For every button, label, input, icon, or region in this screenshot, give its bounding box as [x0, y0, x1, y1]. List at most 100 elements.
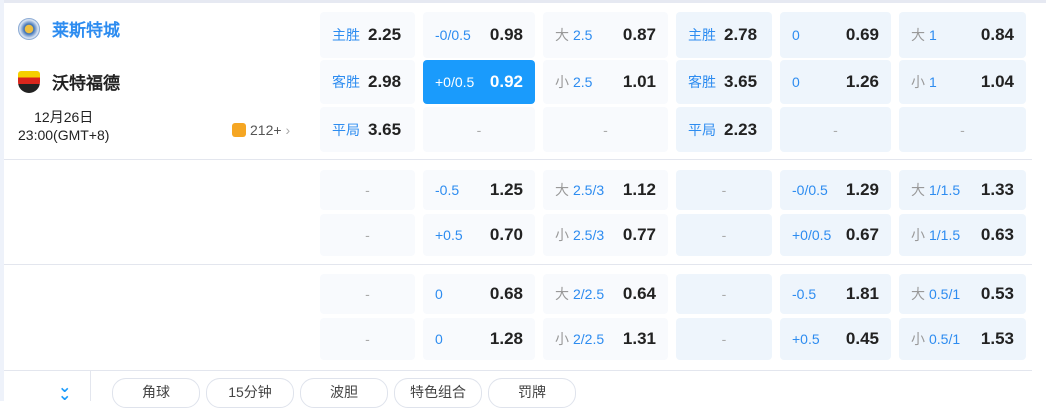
odds-cell-empty: -: [423, 107, 535, 152]
odds-cell[interactable]: +0/0.5 0.67: [780, 214, 891, 256]
odds-value: 1.29: [845, 180, 879, 199]
odds-cell[interactable]: 平局 2.23: [676, 107, 772, 152]
odds-line: 0: [435, 286, 443, 302]
ou-prefix: 小: [911, 227, 925, 243]
empty-dash: -: [960, 121, 965, 138]
odds-cell[interactable]: 小 0.5/1 1.53: [899, 318, 1026, 360]
odds-line: 2.5: [573, 74, 593, 90]
odds-line: -0/0.5: [792, 182, 828, 198]
match-time: 23:00(GMT+8): [18, 127, 110, 143]
ou-prefix: 小: [555, 74, 569, 90]
empty-dash: -: [721, 331, 727, 347]
odds-cell[interactable]: -0/0.5 1.29: [780, 170, 891, 210]
odds-line: 1/1.5: [929, 182, 961, 198]
odds-cell[interactable]: 小 2.5 1.01: [543, 60, 668, 104]
odds-line: 0.5/1: [929, 331, 961, 347]
odds-cell[interactable]: 小 2.5/3 0.77: [543, 214, 668, 256]
odds-value: 0.63: [980, 225, 1014, 244]
more-markets-link[interactable]: 212+ ›: [232, 122, 290, 138]
odds-cell[interactable]: 大 2.5 0.87: [543, 12, 668, 58]
odds-line: 1: [929, 74, 937, 90]
odds-value: 2.23: [724, 119, 758, 139]
odds-value: 0.77: [622, 225, 656, 244]
empty-dash: -: [721, 286, 727, 302]
ou-prefix: 小: [911, 331, 925, 347]
empty-dash: -: [365, 182, 370, 198]
odds-value: 0.69: [845, 25, 879, 44]
odds-cell[interactable]: -0.5 1.25: [423, 170, 535, 210]
odds-cell-empty: -: [320, 274, 415, 314]
expand-chevron-icon[interactable]: ⌄ ⌄: [58, 379, 72, 404]
odds-line: 0: [792, 74, 800, 90]
odds-cell[interactable]: 大 0.5/1 0.53: [899, 274, 1026, 314]
divider: [90, 371, 91, 401]
tab-market[interactable]: 15分钟: [206, 378, 294, 408]
match-date: 12月26日: [34, 109, 94, 125]
odds-cell[interactable]: 大 1 0.84: [899, 12, 1026, 58]
odds-cell-empty: -: [899, 107, 1026, 152]
odds-value: 0.45: [845, 329, 879, 348]
empty-dash: -: [603, 121, 608, 138]
odds-line: 0: [435, 331, 443, 347]
odds-cell[interactable]: +0/0.5 0.92: [423, 60, 535, 104]
odds-cell[interactable]: +0.5 0.45: [780, 318, 891, 360]
odds-line: 主胜: [332, 27, 360, 43]
odds-line: 主胜: [688, 27, 716, 43]
odds-cell[interactable]: 主胜 2.78: [676, 12, 772, 58]
odds-value: 1.01: [622, 72, 656, 91]
left-border: [0, 0, 4, 401]
odds-cell[interactable]: 客胜 3.65: [676, 60, 772, 104]
empty-dash: -: [833, 121, 838, 138]
empty-dash: -: [721, 182, 727, 198]
odds-cell[interactable]: 0 1.26: [780, 60, 891, 104]
odds-cell[interactable]: +0.5 0.70: [423, 214, 535, 256]
tab-market[interactable]: 特色组合: [394, 378, 482, 408]
odds-line: -0/0.5: [435, 27, 471, 43]
odds-value: 1.25: [489, 180, 523, 199]
odds-cell-empty: -: [320, 214, 415, 256]
odds-cell[interactable]: 0 0.68: [423, 274, 535, 314]
odds-line: +0.5: [792, 331, 820, 347]
empty-dash: -: [721, 227, 727, 243]
odds-clock-icon: [232, 123, 246, 137]
divider: [4, 159, 1032, 160]
tab-market[interactable]: 罚牌: [488, 378, 576, 408]
tab-market[interactable]: 角球: [112, 378, 200, 408]
odds-value: 1.53: [980, 329, 1014, 348]
odds-cell-empty: -: [320, 170, 415, 210]
odds-value: 0.70: [489, 225, 523, 244]
odds-cell[interactable]: 小 2/2.5 1.31: [543, 318, 668, 360]
odds-value: 0.53: [980, 284, 1014, 303]
odds-cell[interactable]: 大 2.5/3 1.12: [543, 170, 668, 210]
odds-cell[interactable]: 大 1/1.5 1.33: [899, 170, 1026, 210]
odds-cell[interactable]: -0.5 1.81: [780, 274, 891, 314]
odds-cell[interactable]: 小 1/1.5 0.63: [899, 214, 1026, 256]
home-team[interactable]: 莱斯特城: [18, 16, 120, 41]
odds-cell[interactable]: 0 1.28: [423, 318, 535, 360]
odds-value: 3.65: [368, 119, 402, 139]
odds-line: 2.5/3: [573, 227, 605, 243]
ou-prefix: 大: [911, 27, 925, 43]
ou-prefix: 小: [555, 331, 569, 347]
odds-cell[interactable]: 平局 3.65: [320, 107, 415, 152]
away-team[interactable]: 沃特福德: [18, 69, 120, 94]
odds-line: 客胜: [688, 74, 716, 90]
tab-market[interactable]: 波胆: [300, 378, 388, 408]
odds-value: 0.67: [845, 225, 879, 244]
odds-value: 1.26: [845, 72, 879, 91]
empty-dash: -: [365, 227, 370, 243]
divider: [4, 370, 1032, 371]
odds-line: 平局: [688, 121, 716, 138]
odds-cell-empty: -: [320, 318, 415, 360]
odds-cell[interactable]: -0/0.5 0.98: [423, 12, 535, 58]
ou-prefix: 大: [555, 286, 569, 302]
odds-cell[interactable]: 客胜 2.98: [320, 60, 415, 104]
odds-cell[interactable]: 0 0.69: [780, 12, 891, 58]
odds-cell[interactable]: 主胜 2.25: [320, 12, 415, 58]
odds-cell[interactable]: 大 2/2.5 0.64: [543, 274, 668, 314]
chevron-right-icon: ›: [285, 122, 291, 138]
odds-cell[interactable]: 小 1 1.04: [899, 60, 1026, 104]
odds-value: 2.78: [724, 25, 758, 44]
odds-value: 0.98: [489, 25, 523, 44]
odds-cell-empty: -: [543, 107, 668, 152]
